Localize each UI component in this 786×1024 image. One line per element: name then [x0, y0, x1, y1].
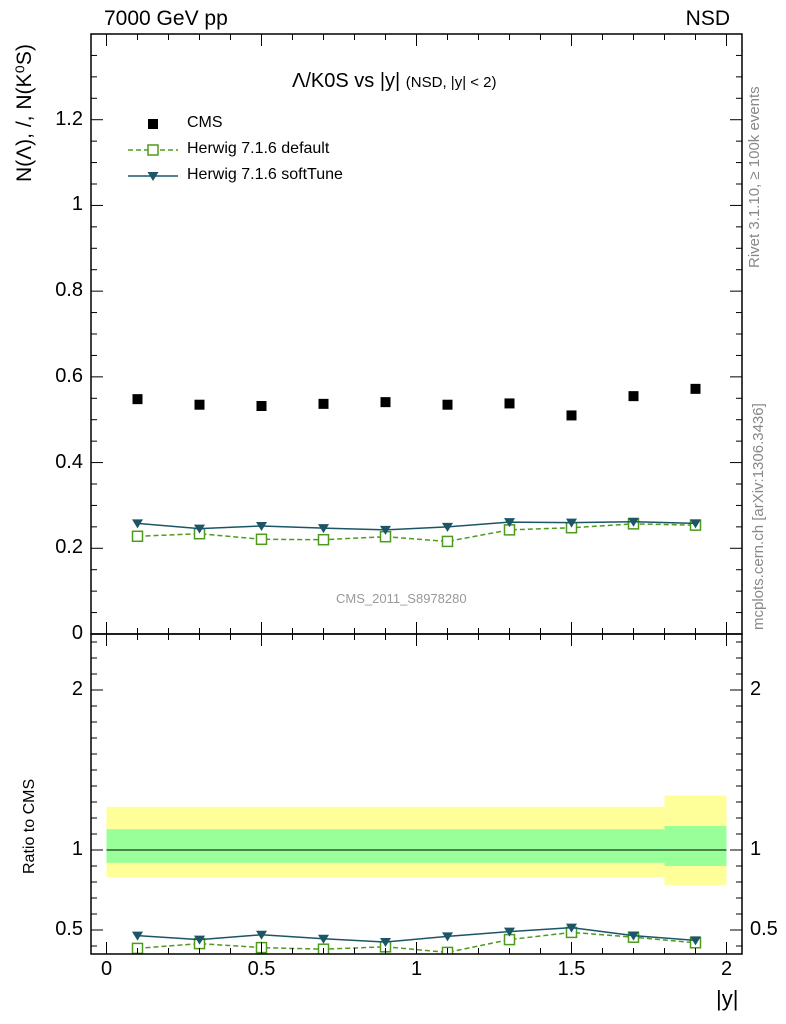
ratio-ytick-label-right-2: 2	[750, 678, 762, 700]
process-label: NSD	[685, 7, 730, 30]
inner-band-1	[664, 826, 727, 866]
ratio-ytick-label-right-0: 0.5	[750, 918, 778, 940]
main-series-0-point-8	[628, 391, 639, 402]
legend-label-2: Herwig 7.1.6 softTune	[187, 166, 343, 183]
main-series-2-point-9	[690, 519, 701, 529]
ratio-series-0-line	[137, 931, 696, 954]
ratio-series-1-point-7	[566, 923, 577, 933]
main-series-1-point-0	[131, 530, 144, 543]
legend	[128, 119, 178, 181]
ratio-ytick-label-left-2: 2	[71, 678, 83, 700]
main-series-2-point-6	[504, 518, 515, 528]
ratio-ytick-label-right-1: 1	[750, 838, 762, 860]
ratio-series-1-point-9	[690, 936, 701, 946]
ratio-series-1-point-1	[194, 935, 205, 945]
ratio-uncertainty-bands	[106, 795, 727, 886]
main-series-2-line	[137, 520, 696, 531]
inner-band-0	[106, 829, 665, 863]
legend-label-1: Herwig 7.1.6 default	[187, 140, 330, 157]
main-series-2-point-8	[628, 517, 639, 527]
main-ytick-label-2: 0.4	[55, 450, 83, 473]
main-series-0-point-5	[442, 399, 453, 410]
plot-subtitle: (NSD, |y| < 2)	[405, 74, 497, 91]
main-series-0-point-2	[256, 401, 267, 411]
main-ytick-label-6: 1.2	[55, 107, 83, 130]
main-ytick-label-5: 1	[71, 193, 83, 216]
main-series-2-point-2	[256, 522, 267, 531]
main-series-1-point-5	[441, 535, 454, 548]
analysis-watermark: CMS_2011_S8978280	[336, 591, 467, 606]
ratio-ytick-label-left-0: 0.5	[55, 918, 83, 940]
ratio-series-1-point-5	[442, 932, 453, 942]
energy-label: 7000 GeV pp	[104, 7, 228, 30]
axis-ticks	[91, 34, 742, 954]
main-series-2-point-1	[194, 524, 205, 534]
main-series-2-point-5	[442, 522, 453, 532]
main-plot-series	[131, 383, 702, 548]
main-series-0-point-6	[504, 398, 515, 409]
xtick-label-4: 2	[720, 958, 733, 980]
main-ytick-label-0: 0	[71, 622, 83, 644]
main-series-1-point-3	[317, 533, 330, 546]
main-series-0-point-3	[318, 398, 329, 409]
ratio-series-1-point-0	[132, 931, 143, 941]
main-series-2-point-7	[566, 518, 577, 528]
legend-marker-2	[147, 172, 159, 181]
ratio-plot-frame	[90, 633, 743, 955]
ratio-series-1-point-6	[504, 927, 515, 937]
ratio-series-1-point-3	[318, 934, 329, 944]
legend-marker-0	[148, 119, 158, 129]
main-series-2-point-4	[380, 525, 391, 535]
main-series-0-point-4	[380, 397, 391, 408]
mcplots-source-label: mcplots.cern.ch [arXiv:1306.3436]	[750, 403, 767, 630]
xtick-label-2: 1	[410, 958, 423, 980]
main-ytick-label-1: 0.2	[55, 536, 83, 559]
main-ytick-label-4: 0.8	[55, 279, 83, 302]
ratio-series-1-point-2	[256, 930, 267, 940]
y-axis-label-main: N(Λ), /, N(K⁰S)	[13, 44, 36, 182]
legend-label-0: CMS	[187, 114, 223, 131]
x-axis-label: |y|	[716, 986, 739, 1011]
xtick-label-0: 0	[100, 958, 113, 980]
main-series-0-point-0	[132, 394, 143, 405]
ratio-series-1-point-4	[380, 938, 391, 947]
main-ytick-label-3: 0.6	[55, 364, 83, 387]
plot-title-main: Λ/K0S vs |y|	[292, 70, 401, 92]
main-series-1-point-2	[255, 533, 268, 546]
ratio-series-1-line	[137, 926, 696, 943]
main-series-1-line	[137, 523, 696, 543]
xtick-label-3: 1.5	[557, 958, 586, 980]
rivet-version-label: Rivet 3.1.10, ≥ 100k events	[746, 86, 763, 268]
main-series-2-point-3	[318, 524, 329, 534]
ratio-series-1-point-8	[628, 931, 639, 941]
xtick-label-1: 0.5	[247, 958, 276, 980]
main-series-0-point-7	[566, 410, 577, 421]
legend-marker-1	[147, 144, 159, 156]
main-series-0-point-1	[194, 399, 205, 410]
main-series-2-point-0	[132, 519, 143, 529]
main-series-0-point-9	[690, 383, 701, 394]
plot-title: Λ/K0S vs |y| (NSD, |y| < 2)	[292, 70, 497, 93]
ratio-ytick-label-left-1: 1	[71, 838, 83, 860]
y-axis-label-ratio: Ratio to CMS	[21, 778, 38, 874]
